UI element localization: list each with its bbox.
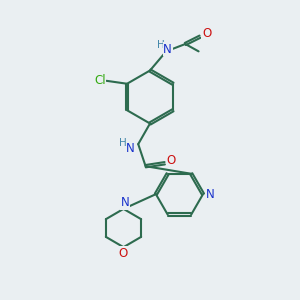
Text: O: O [119, 247, 128, 260]
Text: H: H [119, 138, 127, 148]
Text: O: O [167, 154, 176, 167]
Text: N: N [126, 142, 134, 155]
Text: H: H [157, 40, 165, 50]
Text: N: N [163, 43, 172, 56]
Text: O: O [202, 27, 211, 40]
Text: N: N [121, 196, 129, 209]
Text: Cl: Cl [94, 74, 106, 87]
Text: N: N [206, 188, 215, 201]
